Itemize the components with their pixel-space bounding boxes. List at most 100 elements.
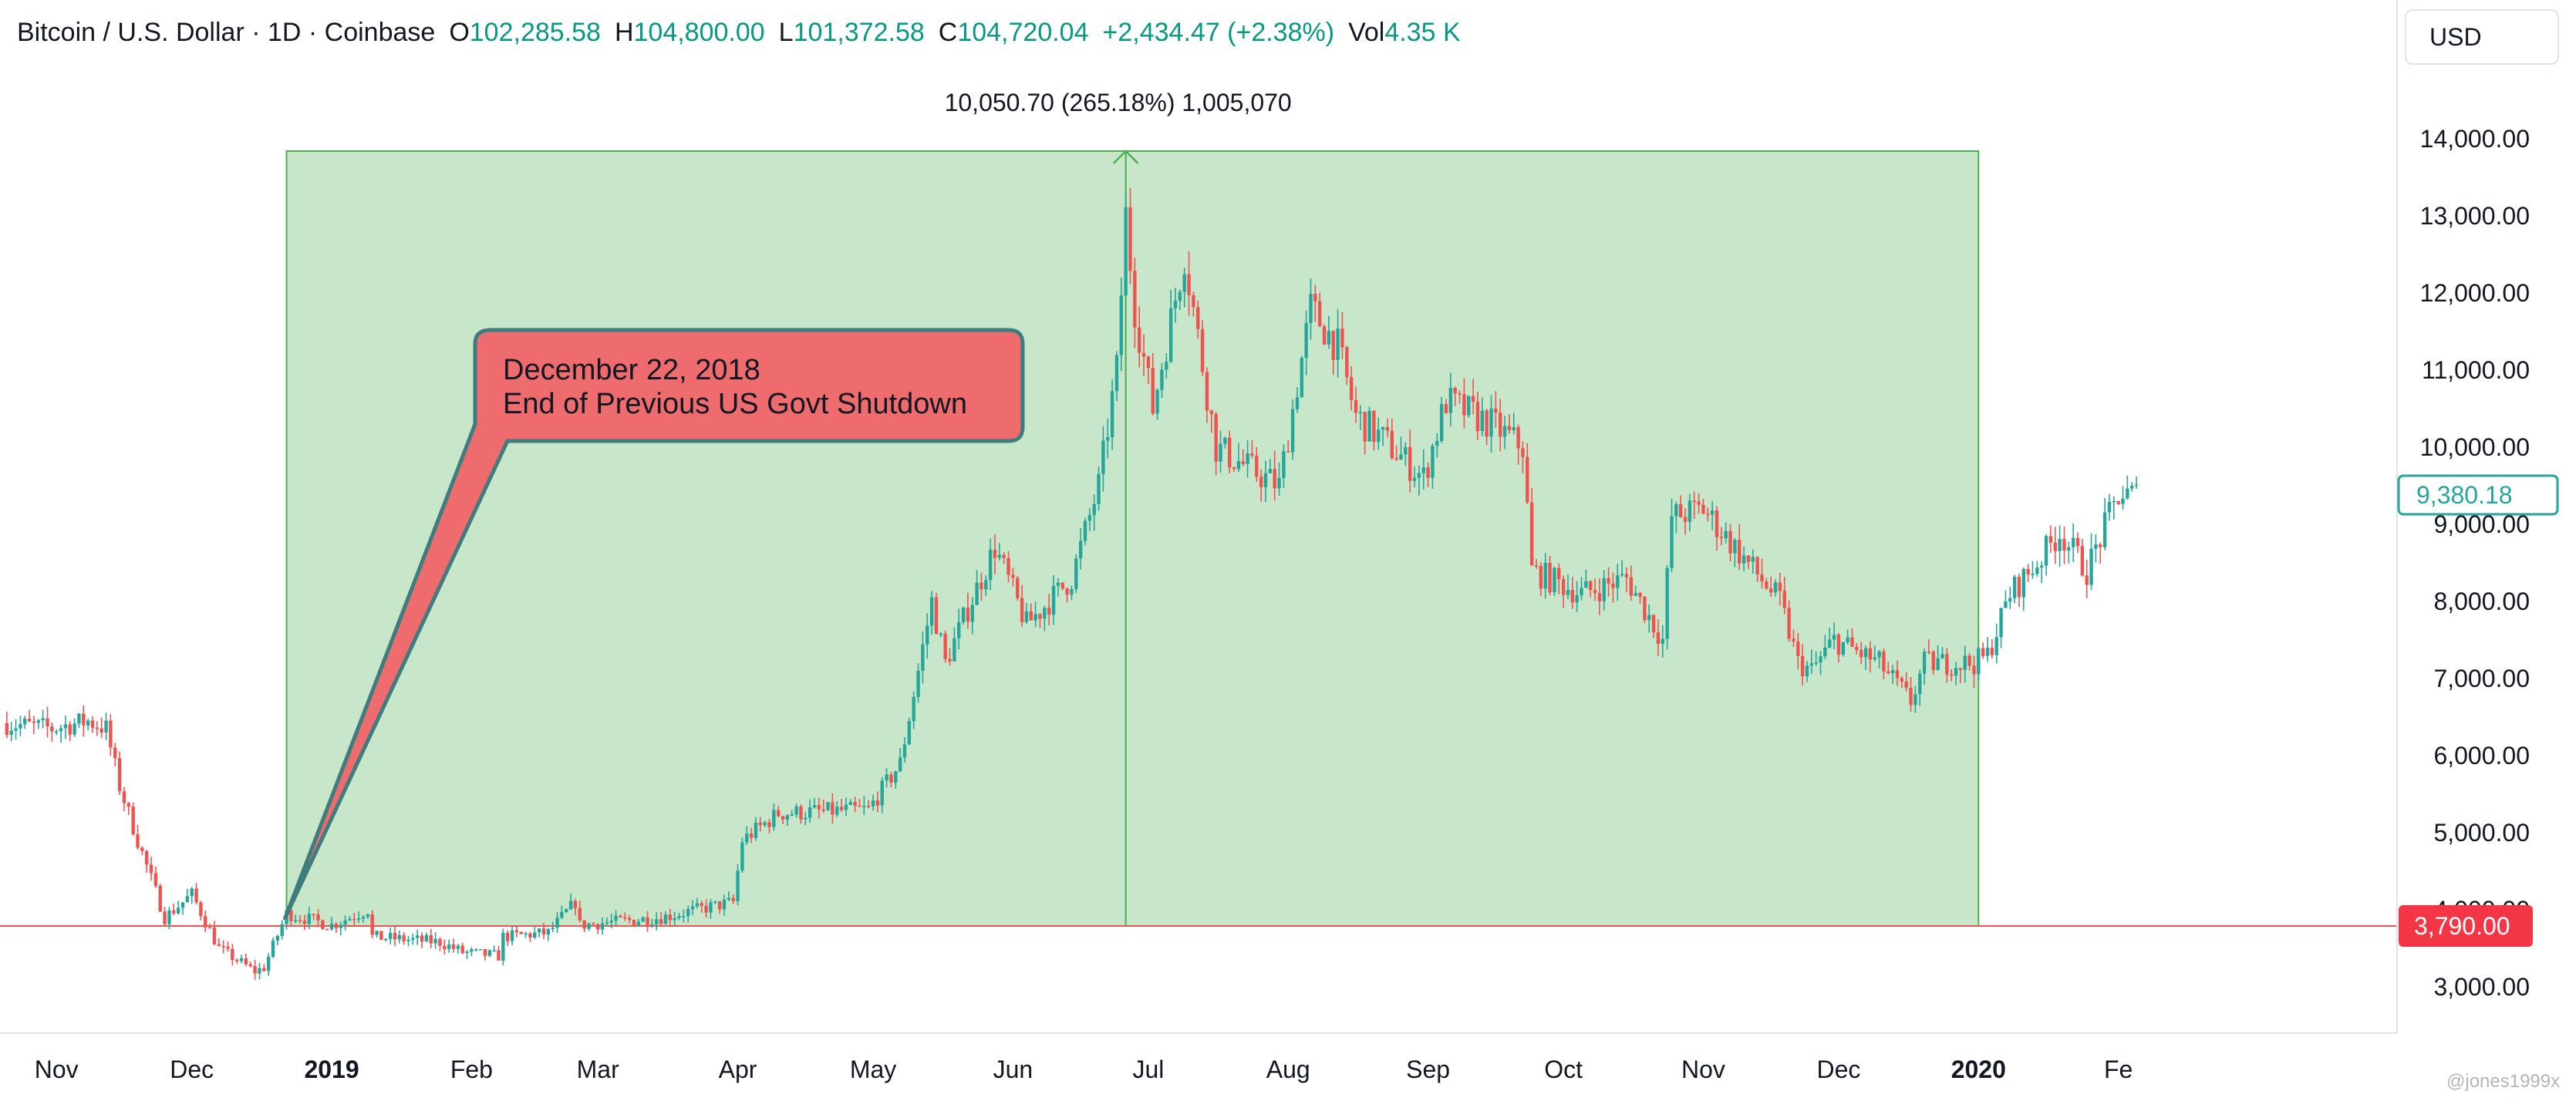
candle-body bbox=[1733, 540, 1737, 554]
candle-body bbox=[754, 822, 758, 838]
candle-body bbox=[1047, 608, 1051, 615]
candle-body bbox=[1863, 648, 1868, 658]
time-axis-label: Feb bbox=[450, 1056, 493, 1083]
candle-body bbox=[686, 909, 690, 917]
candle-body bbox=[1110, 391, 1114, 438]
candle-body bbox=[2071, 537, 2075, 547]
time-axis-label: Jun bbox=[993, 1056, 1033, 1083]
candle-body bbox=[1282, 451, 1286, 478]
candle-body bbox=[113, 747, 117, 759]
candle-body bbox=[1512, 427, 1516, 430]
candle-body bbox=[1295, 397, 1300, 409]
candle-body bbox=[86, 720, 90, 726]
candle-body bbox=[1936, 658, 1940, 671]
candle-body bbox=[1751, 557, 1755, 562]
candle-body bbox=[596, 924, 600, 930]
candle-body bbox=[1719, 537, 1724, 539]
candle-body bbox=[1336, 328, 1340, 360]
candle-body bbox=[424, 934, 429, 942]
candle-body bbox=[623, 917, 627, 919]
candle-body bbox=[1259, 476, 1263, 487]
candle-body bbox=[1467, 396, 1471, 416]
candle-body bbox=[641, 917, 645, 922]
candle-body bbox=[1087, 515, 1092, 521]
callout-bubble[interactable] bbox=[283, 328, 1025, 921]
candle-body bbox=[1977, 648, 1981, 675]
candle-body bbox=[104, 720, 108, 733]
symbol-name[interactable]: Bitcoin / U.S. Dollar · 1D · Coinbase bbox=[17, 18, 436, 47]
candle-body bbox=[1412, 477, 1417, 481]
callout-annotation[interactable]: December 22, 2018 End of Previous US Gov… bbox=[283, 328, 1025, 921]
candle-body bbox=[1526, 456, 1529, 503]
candle-body bbox=[578, 907, 582, 921]
candle-body bbox=[1074, 558, 1078, 590]
candle-body bbox=[1683, 517, 1688, 522]
candle-body bbox=[1755, 557, 1759, 575]
candle-body bbox=[14, 728, 18, 731]
candle-body bbox=[366, 914, 370, 918]
candle-body bbox=[1670, 516, 1674, 568]
candle-body bbox=[1124, 207, 1128, 296]
last-price-tag-box bbox=[2397, 474, 2559, 516]
candle-body bbox=[1570, 590, 1574, 603]
candle-body bbox=[2004, 601, 2008, 608]
candle-body bbox=[1151, 368, 1155, 414]
candle-body bbox=[934, 597, 939, 635]
currency-button[interactable]: USD bbox=[2405, 9, 2559, 65]
candle-body bbox=[190, 888, 194, 897]
candle-body bbox=[1196, 307, 1200, 329]
candle-body bbox=[379, 931, 383, 940]
candle-body bbox=[1796, 641, 1800, 656]
candle-body bbox=[420, 935, 424, 942]
candle-body bbox=[1773, 582, 1778, 593]
candle-body bbox=[1692, 500, 1696, 502]
symbol-legend[interactable]: Bitcoin / U.S. Dollar · 1D · Coinbase O10… bbox=[17, 17, 1461, 48]
candle-body bbox=[804, 817, 808, 820]
candle-body bbox=[722, 899, 727, 910]
candle-body bbox=[122, 791, 126, 803]
candle-body bbox=[1160, 369, 1164, 390]
candle-body bbox=[1155, 389, 1159, 414]
candle-body bbox=[902, 744, 907, 758]
candle-body bbox=[1060, 582, 1064, 589]
candle-body bbox=[1823, 647, 1827, 657]
candle-body bbox=[821, 809, 825, 811]
candle-body bbox=[95, 727, 99, 729]
time-axis-label: Mar bbox=[577, 1056, 619, 1083]
candle-body bbox=[1877, 651, 1881, 658]
candle-body bbox=[231, 948, 234, 961]
candle-body bbox=[2130, 486, 2134, 489]
candle-body bbox=[1033, 614, 1037, 621]
candle-body bbox=[1855, 646, 1859, 651]
candle-body bbox=[19, 724, 22, 729]
candle-body bbox=[546, 928, 551, 935]
candle-body bbox=[1629, 577, 1634, 596]
candle-body bbox=[1954, 668, 1958, 676]
candle-body bbox=[1205, 372, 1209, 411]
time-axis[interactable]: Nov Dec 2019 Feb Mar Apr May Jun Jul Aug Sep Oct Nov… bbox=[35, 1056, 2133, 1083]
candle-body bbox=[1083, 520, 1087, 541]
candle-body bbox=[1963, 655, 1967, 670]
candle-body bbox=[1223, 437, 1227, 444]
candle-body bbox=[1566, 590, 1570, 595]
candle-body bbox=[1417, 473, 1421, 478]
candle-body bbox=[957, 621, 961, 638]
price-axis[interactable]: 3,000.004,000.005,000.006,000.007,000.00… bbox=[2420, 125, 2530, 1001]
candle-body bbox=[2067, 547, 2071, 551]
candle-body bbox=[1381, 427, 1385, 430]
volume-label: Vol bbox=[1348, 18, 1385, 47]
candle-body bbox=[1327, 331, 1331, 345]
price-range-box[interactable] bbox=[285, 150, 1980, 927]
time-axis-label: 2019 bbox=[304, 1056, 359, 1083]
candle-body bbox=[1940, 654, 1944, 658]
candle-body bbox=[46, 718, 49, 727]
candle-body bbox=[533, 932, 537, 938]
candle-body bbox=[411, 938, 415, 940]
candle-body bbox=[1377, 429, 1381, 443]
candle-body bbox=[885, 774, 888, 781]
candle-body bbox=[650, 924, 654, 926]
candle-body bbox=[1372, 410, 1376, 443]
candle-body bbox=[1548, 563, 1552, 593]
candle-body bbox=[1431, 446, 1435, 478]
